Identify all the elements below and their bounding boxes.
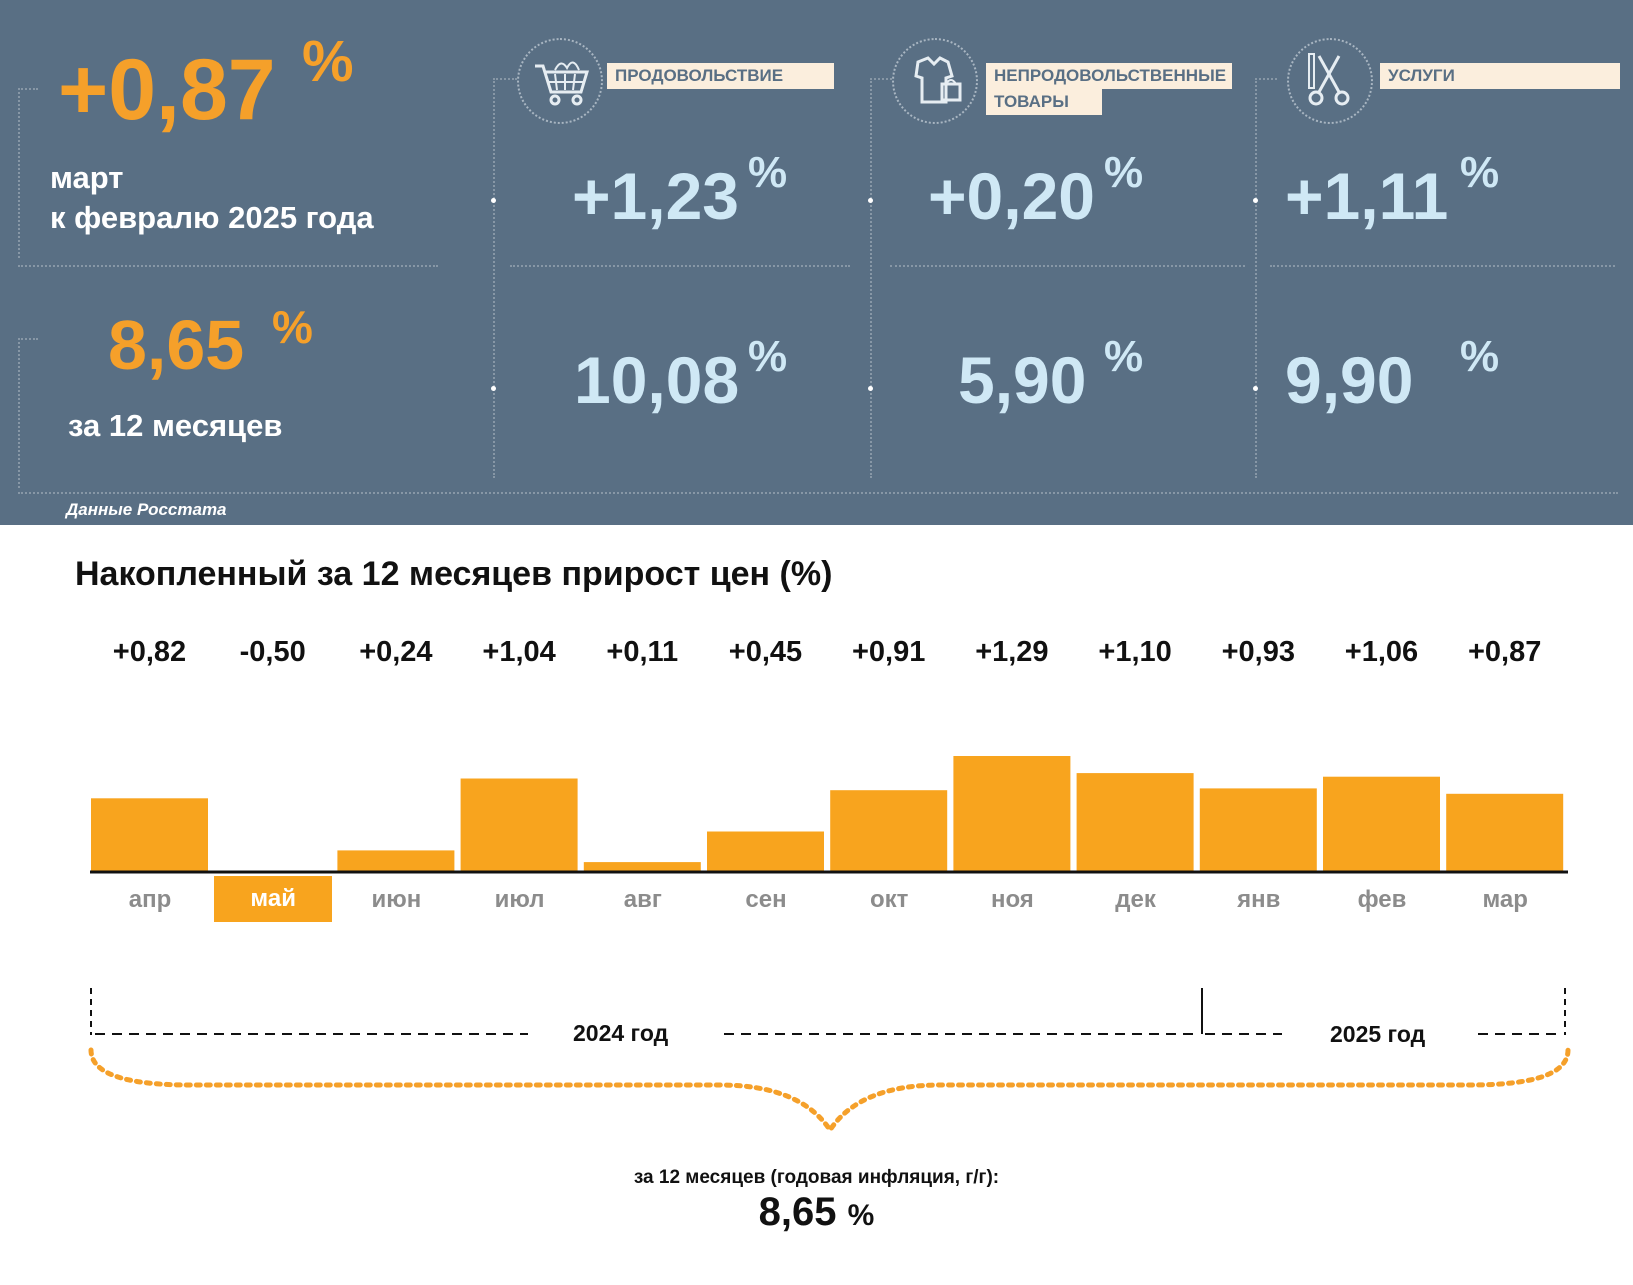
divider	[870, 78, 892, 80]
scissors-icon	[1287, 38, 1373, 124]
marker-dot	[1253, 198, 1258, 203]
month-label-мар: мар	[1482, 886, 1528, 913]
bar-авг	[583, 862, 701, 872]
divider	[18, 492, 1618, 494]
marker-dot	[491, 198, 496, 203]
month-label-июл: июл	[494, 886, 545, 913]
month-label-май: май	[214, 876, 333, 922]
value-label-май: -0,50	[239, 636, 306, 668]
annual-value: 8,65	[108, 306, 245, 384]
category-label-food: ПРОДОВОЛЬСТВИЕ	[607, 63, 834, 89]
monthly-caption-line1: март	[50, 160, 124, 195]
bar-апр	[91, 798, 208, 872]
month-label-янв: янв	[1237, 886, 1281, 913]
bar-янв	[1199, 788, 1317, 872]
value-label-фев: +1,06	[1344, 636, 1419, 668]
divider	[493, 78, 495, 478]
summary-panel: +0,87 % март к февралю 2025 года 8,65 % …	[0, 0, 1633, 525]
year-brackets	[88, 988, 1571, 1135]
category-food-monthly: +1,23	[572, 159, 739, 233]
month-label-апр: апр	[128, 886, 172, 913]
value-label-июл: +1,04	[482, 636, 556, 668]
marker-dot	[868, 198, 873, 203]
category-food-annual-unit: %	[748, 332, 788, 381]
monthly-value: +0,87	[58, 42, 276, 138]
category-label-services: УСЛУГИ	[1380, 63, 1620, 89]
category-services-monthly: +1,11	[1285, 159, 1449, 233]
value-label-ноя: +1,29	[975, 636, 1049, 668]
divider	[18, 88, 20, 258]
annual-caption: за 12 месяцев	[68, 408, 283, 443]
divider	[510, 265, 850, 267]
month-label-июн: июн	[371, 886, 422, 913]
value-label-дек: +1,10	[1098, 636, 1172, 668]
year-label-2024: 2024 год	[573, 1020, 669, 1046]
value-label-сен: +0,45	[728, 636, 803, 668]
category-nonfood-monthly-unit: %	[1104, 148, 1144, 197]
value-label-окт: +0,91	[851, 636, 926, 668]
month-label-авг: авг	[623, 886, 662, 913]
bar-июл	[460, 778, 578, 872]
value-label-янв: +0,93	[1221, 636, 1295, 668]
divider	[18, 265, 438, 267]
bar-сен	[707, 831, 824, 872]
bar-дек	[1076, 773, 1194, 872]
chart-title: Накопленный за 12 месяцев прирост цен (%…	[75, 555, 833, 593]
category-services-annual: 9,90	[1285, 343, 1414, 417]
category-food-monthly-unit: %	[748, 148, 788, 197]
value-label-авг: +0,11	[606, 636, 679, 668]
summary-value: 8,65	[758, 1190, 837, 1234]
summary-value-wrap: 8,65 %	[0, 1190, 1633, 1235]
category-nonfood-monthly: +0,20	[928, 159, 1095, 233]
divider	[1270, 265, 1615, 267]
bar-мар	[1446, 793, 1564, 872]
annual-brace	[88, 1047, 1571, 1135]
divider	[493, 78, 517, 80]
monthly-unit: %	[302, 29, 354, 94]
divider	[890, 265, 1245, 267]
marker-dot	[491, 386, 496, 391]
clothes-icon	[892, 38, 978, 124]
divider	[18, 88, 38, 90]
year-label-2025: 2025 год	[1330, 1021, 1426, 1047]
divider	[1255, 78, 1257, 478]
value-label-апр: +0,82	[112, 636, 187, 668]
month-label-сен: сен	[745, 886, 787, 913]
category-label-nonfood-line1: НЕПРОДОВОЛЬСТВЕННЫЕ	[986, 63, 1232, 89]
source-note: Данные Росстата	[66, 500, 227, 519]
divider	[18, 338, 38, 340]
bar-окт	[830, 790, 948, 872]
divider	[1255, 78, 1277, 80]
month-label-фев: фев	[1357, 886, 1407, 913]
annual-unit: %	[272, 301, 313, 353]
value-label-мар: +0,87	[1467, 636, 1542, 668]
category-services-monthly-unit: %	[1460, 148, 1500, 197]
category-food-annual: 10,08	[574, 343, 740, 417]
value-label-июн: +0,24	[359, 636, 433, 668]
bar-ноя	[953, 756, 1071, 872]
shopping-cart-icon	[517, 38, 603, 124]
month-label-дек: дек	[1115, 886, 1156, 913]
month-label-окт: окт	[869, 886, 909, 913]
summary-unit: %	[847, 1199, 875, 1232]
monthly-caption-line2: к февралю 2025 года	[50, 200, 374, 235]
divider	[870, 78, 872, 478]
category-label-nonfood-line2: ТОВАРЫ	[986, 89, 1102, 115]
marker-dot	[1253, 386, 1258, 391]
category-nonfood-annual: 5,90	[958, 343, 1087, 417]
category-nonfood-annual-unit: %	[1104, 332, 1144, 381]
bar-chart	[90, 756, 1568, 874]
bar-фев	[1323, 776, 1440, 872]
category-services-annual-unit: %	[1460, 332, 1500, 381]
summary-caption: за 12 месяцев (годовая инфляция, г/г):	[633, 1167, 1000, 1188]
bar-июн	[337, 850, 455, 872]
marker-dot	[868, 386, 873, 391]
month-label-ноя: ноя	[990, 886, 1034, 913]
divider	[18, 338, 20, 488]
